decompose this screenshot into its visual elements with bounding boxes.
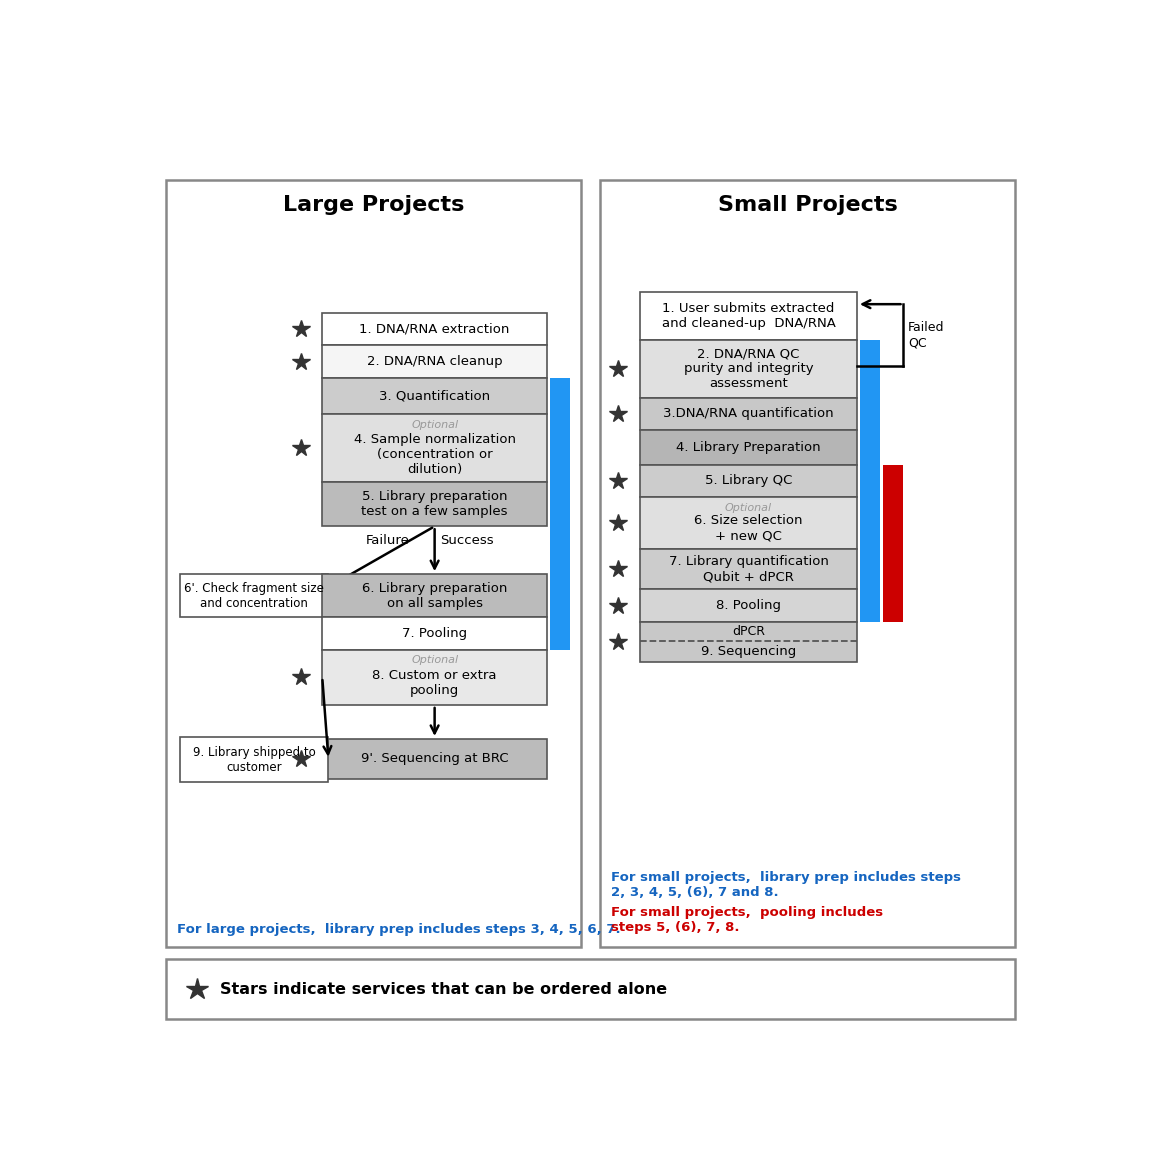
Text: 3.DNA/RNA quantification: 3.DNA/RNA quantification	[664, 408, 834, 420]
FancyBboxPatch shape	[641, 550, 857, 590]
FancyBboxPatch shape	[323, 574, 547, 617]
FancyBboxPatch shape	[641, 430, 857, 464]
FancyBboxPatch shape	[323, 313, 547, 346]
FancyBboxPatch shape	[166, 960, 1015, 1020]
Text: 5. Library preparation
test on a few samples: 5. Library preparation test on a few sam…	[362, 490, 508, 518]
Text: 8. Pooling: 8. Pooling	[717, 599, 781, 612]
Text: 9'. Sequencing at BRC: 9'. Sequencing at BRC	[361, 752, 508, 765]
Text: Optional: Optional	[411, 419, 458, 430]
Text: 3. Quantification: 3. Quantification	[379, 389, 491, 402]
Text: 2. DNA/RNA QC
purity and integrity
assessment: 2. DNA/RNA QC purity and integrity asses…	[683, 348, 813, 391]
Text: 8. Custom or extra
pooling: 8. Custom or extra pooling	[372, 669, 497, 697]
Text: 7. Library quantification
Qubit + dPCR: 7. Library quantification Qubit + dPCR	[668, 555, 828, 583]
FancyBboxPatch shape	[323, 346, 547, 378]
FancyBboxPatch shape	[551, 378, 570, 650]
Text: For large projects,  library prep includes steps 3, 4, 5, 6, 7.: For large projects, library prep include…	[176, 923, 620, 935]
FancyBboxPatch shape	[641, 397, 857, 430]
Text: 2. DNA/RNA cleanup: 2. DNA/RNA cleanup	[366, 355, 502, 367]
FancyBboxPatch shape	[323, 617, 547, 650]
Text: Failed
QC: Failed QC	[908, 321, 945, 349]
Text: 1. DNA/RNA extraction: 1. DNA/RNA extraction	[359, 323, 510, 335]
FancyBboxPatch shape	[180, 737, 328, 782]
FancyBboxPatch shape	[641, 497, 857, 550]
Text: Large Projects: Large Projects	[282, 195, 464, 215]
Text: Optional: Optional	[725, 502, 772, 513]
FancyBboxPatch shape	[641, 590, 857, 622]
Text: Small Projects: Small Projects	[718, 195, 897, 215]
Text: Optional: Optional	[411, 655, 458, 666]
Text: Success: Success	[440, 535, 494, 547]
FancyBboxPatch shape	[641, 464, 857, 497]
Text: dPCR: dPCR	[732, 624, 765, 638]
Text: For small projects,  library prep includes steps
2, 3, 4, 5, (6), 7 and 8.: For small projects, library prep include…	[611, 871, 961, 899]
FancyBboxPatch shape	[641, 340, 857, 397]
Text: 6. Library preparation
on all samples: 6. Library preparation on all samples	[362, 582, 507, 609]
FancyBboxPatch shape	[641, 622, 857, 662]
FancyBboxPatch shape	[323, 482, 547, 526]
Text: 9. Sequencing: 9. Sequencing	[700, 645, 796, 658]
Text: Stars indicate services that can be ordered alone: Stars indicate services that can be orde…	[220, 982, 667, 996]
Text: 4. Sample normalization
(concentration or
dilution): 4. Sample normalization (concentration o…	[354, 433, 516, 476]
Text: 5. Library QC: 5. Library QC	[705, 475, 793, 487]
Text: 6. Size selection
+ new QC: 6. Size selection + new QC	[695, 515, 803, 543]
FancyBboxPatch shape	[861, 340, 880, 622]
Text: 9. Library shipped to
customer: 9. Library shipped to customer	[192, 745, 316, 774]
FancyBboxPatch shape	[323, 378, 547, 414]
FancyBboxPatch shape	[884, 464, 903, 622]
FancyBboxPatch shape	[323, 414, 547, 482]
FancyBboxPatch shape	[323, 650, 547, 705]
Text: 7. Pooling: 7. Pooling	[402, 627, 468, 639]
Text: For small projects,  pooling includes
steps 5, (6), 7, 8.: For small projects, pooling includes ste…	[611, 907, 882, 934]
Text: Failure: Failure	[366, 535, 410, 547]
FancyBboxPatch shape	[166, 180, 581, 947]
Text: 1. User submits extracted
and cleaned-up  DNA/RNA: 1. User submits extracted and cleaned-up…	[661, 302, 835, 331]
Text: 6'. Check fragment size
and concentration: 6'. Check fragment size and concentratio…	[184, 582, 324, 609]
FancyBboxPatch shape	[323, 738, 547, 779]
FancyBboxPatch shape	[641, 293, 857, 340]
FancyBboxPatch shape	[600, 180, 1015, 947]
Text: 4. Library Preparation: 4. Library Preparation	[676, 441, 821, 454]
FancyBboxPatch shape	[180, 574, 328, 617]
